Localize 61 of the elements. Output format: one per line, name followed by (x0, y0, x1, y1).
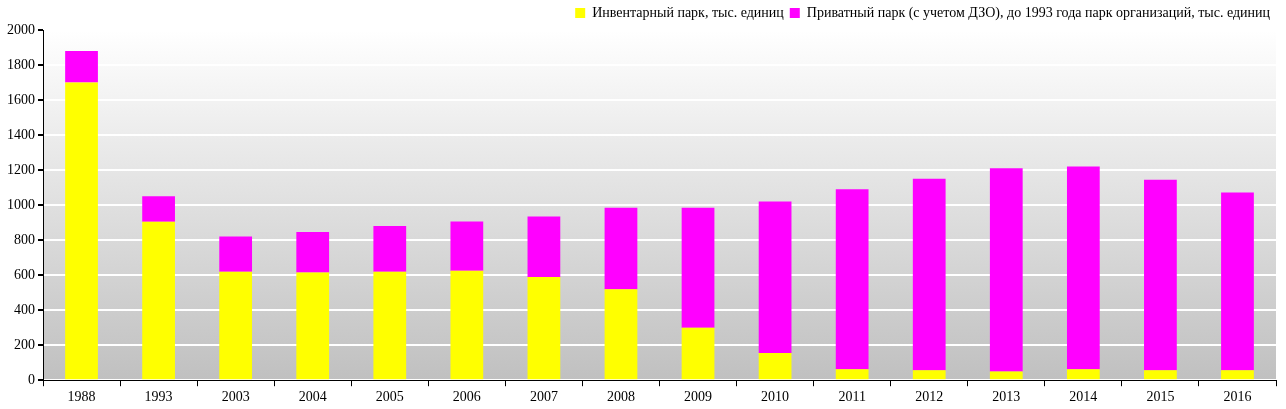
x-tick-label: 2011 (838, 389, 866, 405)
bar (835, 369, 869, 380)
bar (912, 370, 946, 380)
bar (142, 196, 175, 222)
y-tick-label: 1000 (7, 196, 35, 212)
x-tick-label: 2007 (529, 389, 558, 405)
x-tick-label: 2015 (1146, 389, 1175, 405)
bar (1144, 179, 1177, 371)
y-tick-label: 1600 (7, 91, 35, 107)
bar (1066, 369, 1100, 380)
bar (373, 226, 407, 272)
x-tick-label: 2009 (684, 389, 713, 405)
y-tick-label: 0 (28, 371, 35, 387)
bar (989, 168, 1023, 372)
x-tick-label: 2006 (452, 389, 481, 405)
y-tick-label: 400 (14, 301, 35, 317)
x-tick-label: 1988 (67, 389, 96, 405)
y-tick-label: 1400 (7, 126, 35, 142)
bar (758, 353, 792, 380)
bar (142, 221, 175, 380)
y-tick-label: 2000 (7, 21, 35, 37)
bar (450, 270, 484, 380)
bar (1066, 166, 1100, 370)
x-tick-label: 2016 (1223, 389, 1252, 405)
y-tick-label: 1200 (7, 161, 35, 177)
x-tick-label: 2008 (606, 389, 635, 405)
bar (450, 221, 484, 271)
bar (989, 371, 1023, 380)
bar (219, 236, 253, 272)
legend-label: Приватный парк (с учетом ДЗО), до 1993 года парк организаций, тыс. единиц (806, 4, 1271, 21)
bar (604, 207, 638, 290)
legend-label: Инвентарный парк, тыс. единиц (592, 4, 785, 20)
y-tick-label: 200 (14, 336, 35, 352)
x-tick-label: 2004 (298, 389, 327, 405)
x-tick-label: 2013 (992, 389, 1021, 405)
bar (604, 289, 638, 380)
x-tick-label: 1993 (144, 389, 173, 405)
x-tick-label: 2010 (761, 389, 790, 405)
y-tick-label: 1800 (7, 56, 35, 72)
bar (219, 271, 253, 380)
y-tick-label: 800 (14, 231, 35, 247)
bar (681, 327, 715, 380)
bar (65, 82, 98, 380)
bar (65, 51, 98, 83)
x-tick-label: 2005 (375, 389, 404, 405)
bar (681, 207, 715, 328)
bar (1221, 370, 1254, 380)
bar (527, 276, 561, 380)
bar (912, 178, 946, 371)
y-tick-label: 600 (14, 266, 35, 282)
bar (1144, 370, 1177, 380)
bar (527, 216, 561, 277)
bar (296, 231, 330, 273)
bar (1221, 192, 1254, 371)
x-tick-label: 2003 (221, 389, 250, 405)
bar (373, 271, 407, 380)
bar (758, 201, 792, 354)
x-tick-label: 2012 (915, 389, 944, 405)
bar (296, 272, 330, 380)
bar (835, 189, 869, 370)
x-tick-label: 2014 (1069, 389, 1098, 405)
